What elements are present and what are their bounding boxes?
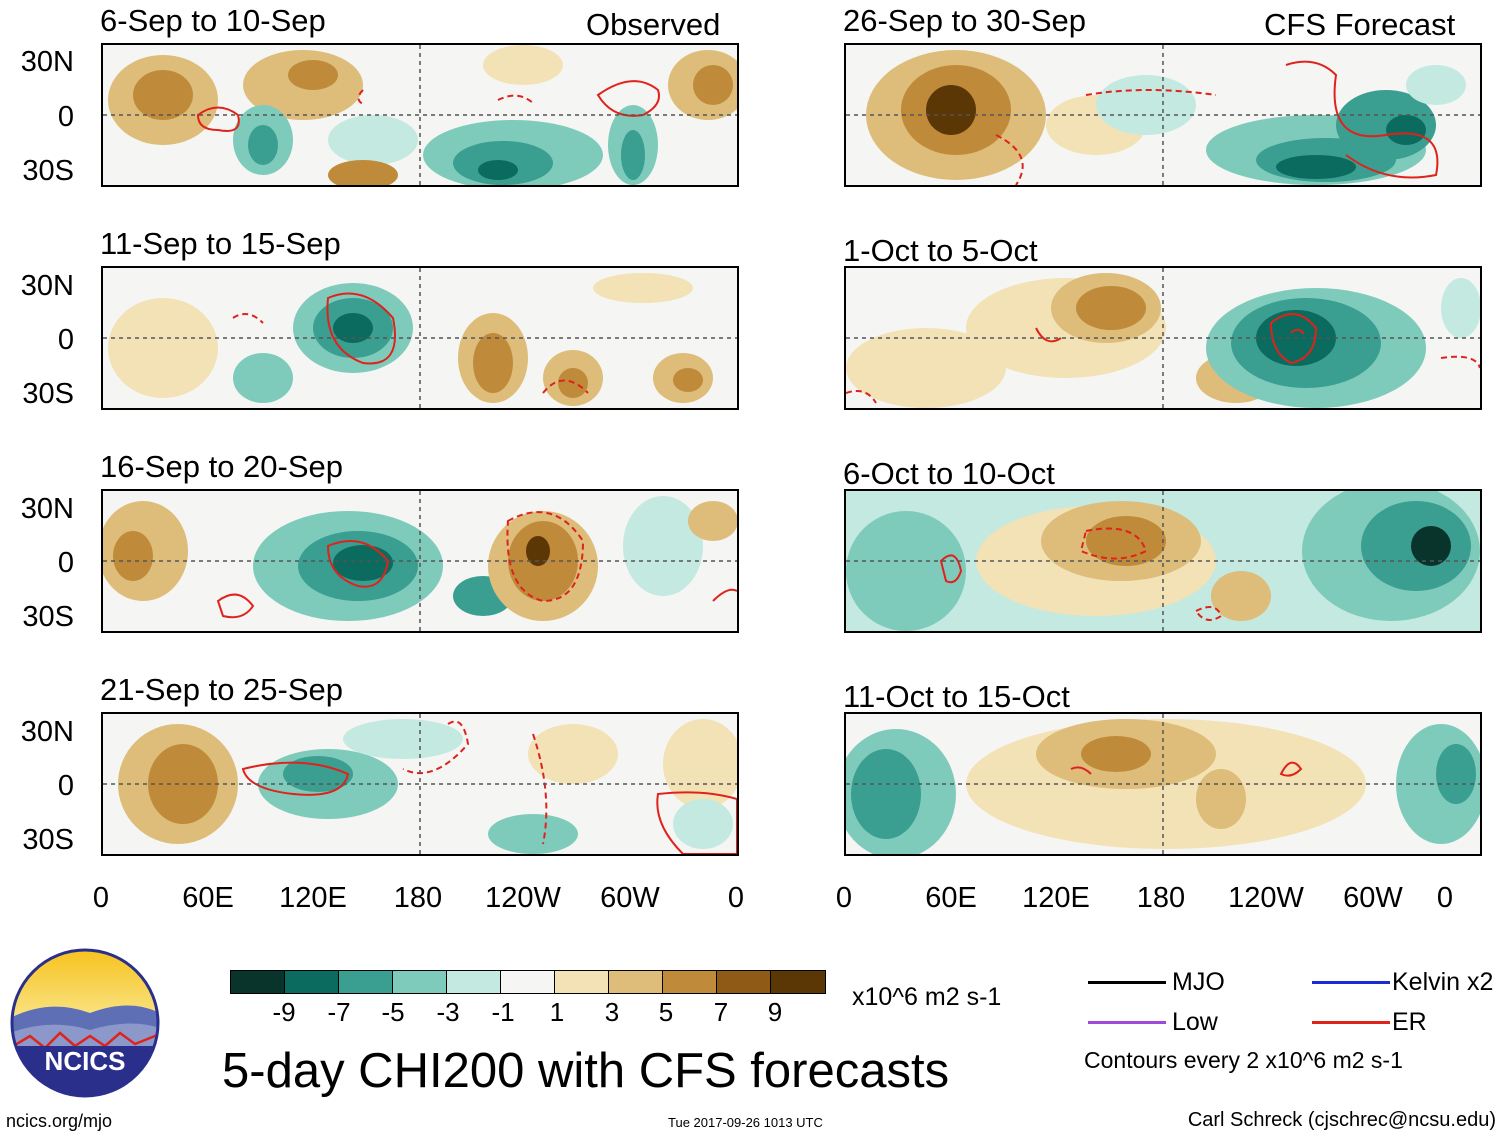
lon-label-right-180: 180 (1136, 882, 1186, 914)
map-panel-obs-3 (101, 489, 739, 633)
colorbar-tick: -7 (327, 997, 351, 1027)
footer-website[interactable]: ncics.org/mjo (6, 1111, 113, 1131)
lon-label-left-60w: 60W (600, 882, 660, 914)
legend-label-kelvin: Kelvin x2 (1392, 968, 1494, 996)
lat-30n-row4: 30N (20, 716, 74, 748)
lon-label-right-0b: 0 (1436, 882, 1454, 914)
map-panel-obs-4 (101, 712, 739, 856)
lon-label-right-60e: 60E (925, 882, 977, 914)
lat-0-row4: 0 (57, 770, 74, 802)
legend-line-kelvin (1312, 981, 1390, 984)
map-panel-obs-1 (101, 43, 739, 187)
logo-text: NCICS (45, 1046, 126, 1076)
map-panel-obs-2 (101, 266, 739, 410)
legend-line-low (1088, 1021, 1166, 1024)
colorbar-box (447, 971, 501, 993)
panel-title-fcst-3: 6-Oct to 10-Oct (843, 456, 1055, 491)
lat-30n-row1: 30N (20, 46, 74, 78)
panel-title-fcst-4: 11-Oct to 15-Oct (843, 679, 1070, 714)
footer-timestamp: Tue 2017-09-26 1013 UTC (668, 1115, 823, 1130)
colorbar (230, 970, 826, 994)
map-panel-fcst-2 (844, 266, 1482, 410)
colorbar-tick: 9 (767, 997, 783, 1027)
lat-0-row1: 0 (57, 101, 74, 133)
colorbar-box (609, 971, 663, 993)
colorbar-tick: -1 (491, 997, 515, 1027)
lat-30s-row1: 30S (22, 155, 74, 187)
legend-line-er (1312, 1021, 1390, 1024)
colorbar-tick: 3 (604, 997, 620, 1027)
map-panel-fcst-4 (844, 712, 1482, 856)
colorbar-box (771, 971, 825, 993)
panel-title-fcst-1: 26-Sep to 30-Sep (843, 3, 1087, 38)
lon-label-left-0: 0 (92, 882, 110, 914)
lon-label-right-120e: 120E (1022, 882, 1090, 914)
lon-label-left-120e: 120E (279, 882, 347, 914)
map-panel-fcst-3 (844, 489, 1482, 633)
lon-label-left-60e: 60E (182, 882, 234, 914)
lon-label-right-0: 0 (835, 882, 853, 914)
colorbar-box (393, 971, 447, 993)
colorbar-tick: -3 (436, 997, 460, 1027)
colorbar-tick: 5 (658, 997, 674, 1027)
lon-label-left-120w: 120W (485, 882, 561, 914)
colorbar-box (663, 971, 717, 993)
colorbar-box (717, 971, 771, 993)
panel-title-obs-3: 16-Sep to 20-Sep (100, 449, 344, 484)
lon-label-right-60w: 60W (1343, 882, 1403, 914)
colorbar-tick: -5 (381, 997, 405, 1027)
panel-title-fcst-2: 1-Oct to 5-Oct (843, 233, 1038, 268)
panel-title-obs-1: 6-Sep to 10-Sep (100, 3, 326, 38)
lat-0-row3: 0 (57, 547, 74, 579)
lat-30s-row4: 30S (22, 824, 74, 856)
colorbar-tick: 7 (713, 997, 729, 1027)
footer-credit: Carl Schreck (cjschrec@ncsu.edu) (1187, 1109, 1496, 1131)
lat-30n-row3: 30N (20, 493, 74, 525)
colorbar-box (285, 971, 339, 993)
lat-0-row2: 0 (57, 324, 74, 356)
map-panel-fcst-1 (844, 43, 1482, 187)
lat-30s-row2: 30S (22, 378, 74, 410)
colorbar-box (231, 971, 285, 993)
legend-label-mjo: MJO (1172, 968, 1225, 996)
colorbar-box (501, 971, 555, 993)
colorbar-tick: 1 (549, 997, 565, 1027)
colorbar-box (555, 971, 609, 993)
main-title: 5-day CHI200 with CFS forecasts (222, 1044, 950, 1098)
colorbar-box (339, 971, 393, 993)
lat-30s-row3: 30S (22, 601, 74, 633)
colorbar-units: x10^6 m2 s-1 (852, 983, 1002, 1011)
observed-header: Observed (586, 7, 721, 42)
lat-30n-row2: 30N (20, 270, 74, 302)
panel-title-obs-2: 11-Sep to 15-Sep (100, 226, 341, 261)
lon-label-right-120w: 120W (1228, 882, 1304, 914)
ncics-logo: NCICS (10, 948, 160, 1098)
lon-label-left-180: 180 (393, 882, 443, 914)
forecast-header: CFS Forecast (1264, 7, 1456, 42)
legend-label-low: Low (1172, 1008, 1218, 1036)
panel-title-obs-4: 21-Sep to 25-Sep (100, 672, 344, 707)
contours-note: Contours every 2 x10^6 m2 s-1 (1084, 1047, 1403, 1073)
lon-label-left-0b: 0 (727, 882, 745, 914)
legend-label-er: ER (1392, 1008, 1427, 1036)
colorbar-tick: -9 (272, 997, 296, 1027)
legend-line-mjo (1088, 981, 1166, 984)
